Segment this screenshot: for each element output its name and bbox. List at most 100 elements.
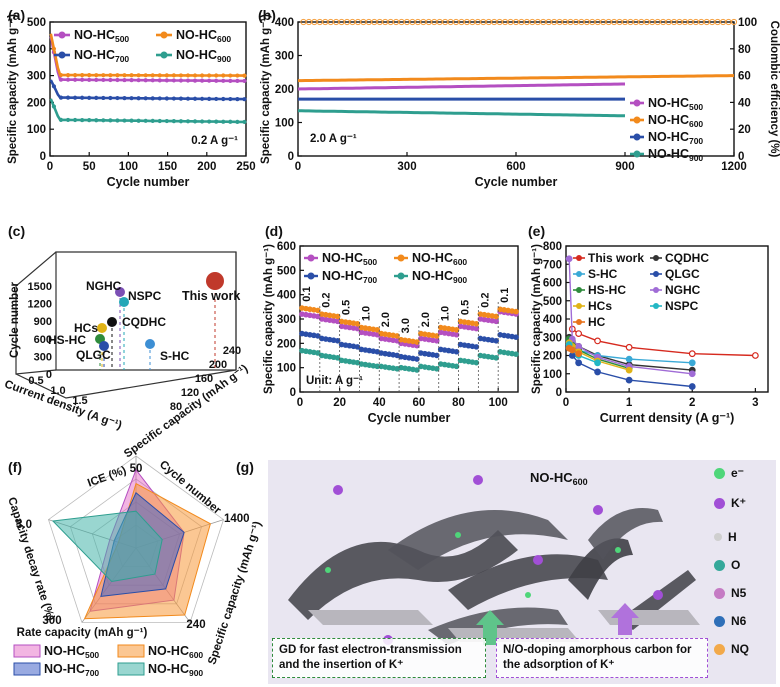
panel-c-ytick-label: 900 (34, 316, 52, 328)
panel-e-point-S-HC (688, 359, 696, 367)
panel-b-ytick-label: 300 (275, 51, 294, 63)
panel-a-point (178, 78, 184, 83)
panel-c-ztick-label: 200 (209, 359, 227, 371)
panel-f-legend-hc700-subscript: 700 (85, 668, 99, 678)
panel-a-legend-hc600: NO-HC600 (176, 28, 231, 44)
panel-b-legend-marker (633, 133, 641, 141)
panel-e-legend-HS-HC: HS-HC (588, 283, 626, 297)
panel-a-point (108, 73, 113, 78)
panel-f-max-decay: 3.0 (16, 519, 32, 531)
panel-a-point (136, 118, 141, 123)
panel-a-point (72, 117, 78, 123)
panel-b-legend-hc900-prefix: NO-HC (648, 147, 689, 161)
schematic-panel-g: NO-HC600 GD for fast electron-transmissi… (268, 460, 776, 684)
panel-a-legend-hc900-prefix: NO-HC (176, 48, 217, 62)
panel-a-ytick-label: 0 (40, 151, 46, 163)
panel-e-point-S-HC (625, 355, 633, 363)
panel-d-legend-marker (307, 272, 315, 280)
panel-a-point (207, 73, 212, 78)
panel-a-point (178, 119, 184, 124)
panel-e-legend-marker (576, 319, 582, 325)
panel-a-point (214, 96, 219, 102)
panel-a-point (207, 119, 212, 124)
panel-a-point (129, 73, 134, 78)
panel-d-ytick-label: 400 (277, 290, 296, 302)
panel-a-point (242, 78, 247, 84)
panel-e-legend-marker (576, 303, 582, 309)
panel-e-point-HC (575, 350, 583, 358)
panel-d-xtick-label: 100 (489, 397, 508, 409)
panel-d-ytick-label: 200 (277, 338, 296, 350)
panel-d-point-NO-HC900 (433, 365, 440, 372)
panel-b-series-NO-HC600 (298, 74, 734, 83)
electron-markers (325, 532, 621, 598)
panel-d-point-NO-HC700 (453, 348, 460, 355)
panel-e-ytick-label: 200 (543, 351, 562, 363)
panel-a-point (143, 78, 148, 83)
panel-d-rate-label: 1.0 (360, 306, 372, 321)
panel-b-xtick-label: 0 (295, 161, 301, 173)
panel-a-point (242, 97, 247, 102)
panel-c-point-shc (145, 339, 155, 349)
panel-a-point (235, 78, 240, 83)
panel-c-ytick-label: 600 (34, 334, 52, 346)
panel-a-xtick-label: 250 (236, 161, 255, 173)
panel-a-point (157, 78, 162, 83)
panel-e-xtick-label: 0 (563, 397, 569, 409)
panel-d-point-NO-HC700 (354, 344, 361, 350)
hydrogen-icon (714, 533, 722, 541)
panel-d-legend-hc700: NO-HC700 (322, 269, 377, 285)
panel-c-point-this-work-label: This work (182, 289, 240, 303)
panel-a-ylabel: Specific capacity (mAh g⁻¹) (7, 14, 19, 164)
panel-b-ytick-label: 400 (275, 17, 294, 29)
panel-f-axis-rate: Rate capacity (mAh g⁻¹) (17, 627, 148, 639)
panel-f-legend-swatch (13, 662, 41, 676)
panel-d-legend-hc700-prefix: NO-HC (322, 269, 363, 283)
panel-f-letter: (f) (8, 459, 22, 475)
panel-b-ce-point (730, 18, 738, 26)
panel-b-legend-hc500-subscript: 500 (689, 102, 703, 112)
panel-f-axis-decay: Capacity decay rate (%) (5, 496, 56, 623)
panel-a-point (115, 118, 120, 123)
panel-a-frame (49, 21, 247, 157)
panel-d-point-NO-HC700 (493, 338, 500, 344)
panel-a-point (171, 96, 176, 101)
panel-d-ytick-label: 100 (277, 363, 296, 375)
panel-d-point-NO-HC700 (433, 352, 440, 359)
panel-a-point (242, 119, 247, 125)
panel-e-legend-marker (653, 271, 659, 277)
panel-f-legend-swatch (13, 644, 41, 658)
panel-d-rate-label: 0.1 (301, 286, 313, 301)
panel-a-point (108, 118, 113, 123)
panel-a-legend-hc500-prefix: NO-HC (74, 28, 115, 42)
panel-b-right-ytick-label: 60 (738, 71, 751, 83)
panel-e-point-NGHC (688, 370, 696, 378)
panel-e-legend-marker (576, 287, 582, 293)
panel-d-rate-label: 2.0 (420, 312, 432, 327)
panel-e-point-HCs (625, 366, 633, 374)
callout-graphdiyne: GD for fast electron-transmission and th… (272, 638, 486, 678)
panel-b-legend-hc600-subscript: 600 (689, 119, 703, 129)
panel-b-legend-hc600-prefix: NO-HC (648, 113, 689, 127)
panel-e-point-This work (625, 343, 633, 351)
panel-a-point (199, 78, 205, 83)
panel-a-point (214, 119, 219, 124)
panel-f-legend-hc500-subscript: 500 (85, 650, 99, 660)
panel-d-rate-label: 0.2 (321, 292, 333, 307)
panel-a-legend-hc700-prefix: NO-HC (74, 48, 115, 62)
panel-a-point (192, 96, 198, 101)
panel-d-ytick-label: 300 (277, 314, 296, 326)
panel-a-point (58, 117, 64, 122)
panel-f-max-rate: 300 (42, 615, 61, 627)
panel-d-point-NO-HC600 (433, 333, 440, 339)
panel-a-point (221, 78, 226, 83)
schematic-title: NO-HC600 (530, 470, 588, 487)
panel-e-xtick-label: 3 (752, 397, 758, 409)
panel-c-ylabel: Cycle number (9, 281, 21, 358)
panel-b-y2label: Coulombic efficiency (%) (768, 21, 780, 158)
panel-a-point (192, 73, 198, 78)
panel-d-point-NO-HC700 (334, 338, 341, 344)
panel-d-point-NO-HC600 (315, 307, 321, 314)
panel-c-point-hcs-label: HCs (74, 321, 98, 335)
